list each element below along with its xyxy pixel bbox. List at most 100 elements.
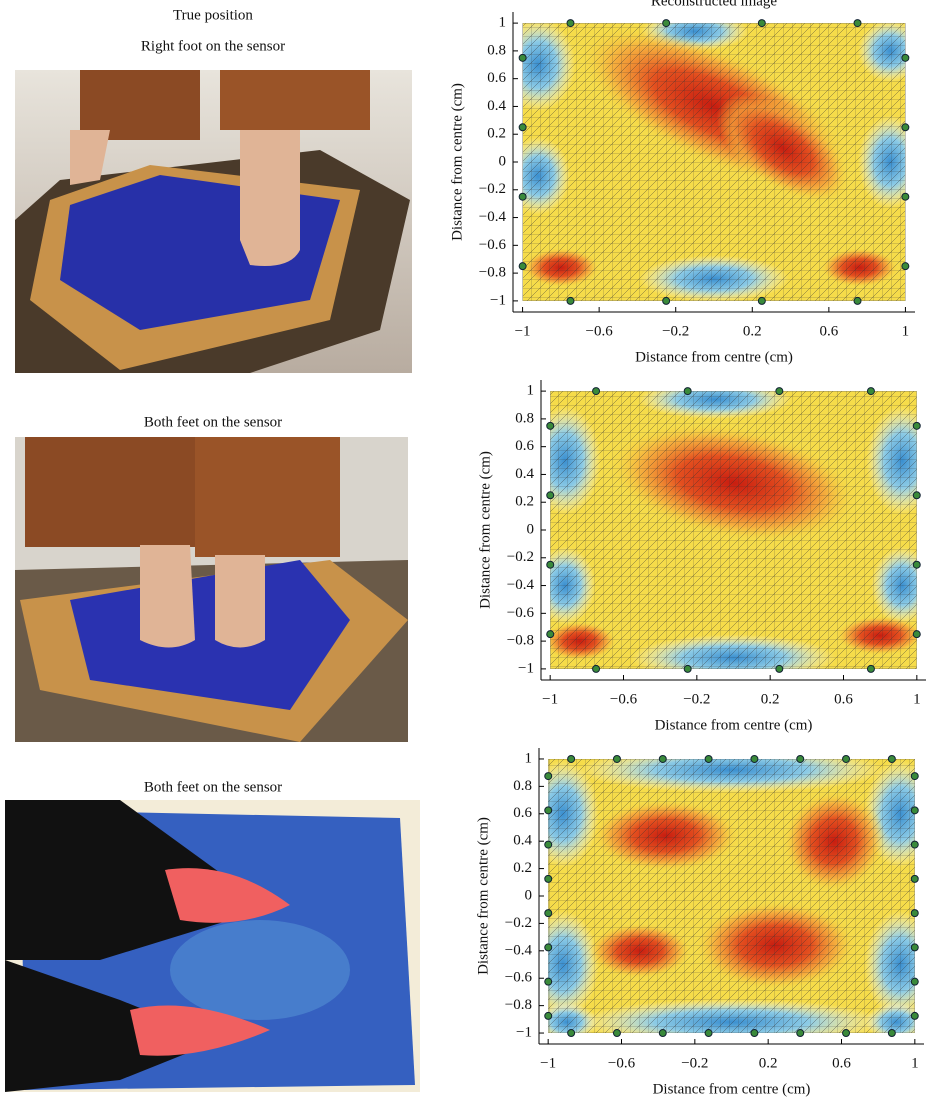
electrode — [775, 387, 784, 396]
electrode — [612, 1029, 621, 1038]
y-tick-label: −0.4 — [507, 577, 535, 593]
y-tick-label: −1 — [518, 660, 534, 676]
x-tick-label: 0.2 — [761, 691, 780, 707]
x-tick-label: 0.6 — [834, 691, 853, 707]
y-tick-label: −0.6 — [505, 970, 533, 986]
y-tick-label: −0.8 — [507, 633, 534, 649]
x-tick-label: 0.2 — [743, 323, 762, 339]
electrode — [683, 664, 692, 673]
y-tick-label: −0.2 — [479, 181, 506, 197]
x-tick-label: −1 — [540, 1055, 556, 1071]
electrode — [912, 560, 921, 569]
electrode — [775, 664, 784, 673]
electrode — [750, 754, 759, 763]
mesh — [550, 391, 917, 669]
x-axis-label: Distance from centre (cm) — [655, 717, 813, 733]
y-tick-label: 0.8 — [487, 42, 506, 58]
reconstruction — [550, 391, 917, 669]
electrode — [544, 874, 553, 883]
x-tick-label: −0.6 — [608, 1055, 636, 1071]
electrode — [910, 806, 919, 815]
electrode — [910, 874, 919, 883]
electrode — [704, 754, 713, 763]
electrode — [592, 664, 601, 673]
electrode — [887, 754, 896, 763]
photo — [15, 70, 412, 373]
electrode — [544, 772, 553, 781]
electrode — [518, 53, 527, 62]
y-tick-label: 0.2 — [515, 494, 534, 510]
electrode — [757, 296, 766, 305]
reconstruction — [522, 23, 906, 301]
electrode — [901, 192, 910, 201]
electrode — [910, 772, 919, 781]
x-tick-label: 0.6 — [832, 1055, 851, 1071]
electrode — [544, 840, 553, 849]
electrode — [546, 560, 555, 569]
y-axis-label: Distance from centre (cm) — [475, 817, 491, 975]
electrode — [910, 943, 919, 952]
electrode — [757, 19, 766, 28]
y-tick-label: −0.6 — [507, 605, 535, 621]
electrode — [901, 53, 910, 62]
electrode — [518, 262, 527, 271]
photo-caption: Both feet on the sensor — [144, 779, 282, 795]
y-tick-label: 0 — [499, 153, 507, 169]
y-tick-label: −0.2 — [507, 549, 534, 565]
photo — [15, 437, 408, 742]
y-tick-label: 0.8 — [513, 778, 532, 794]
photo — [5, 800, 420, 1092]
y-axis-label: Distance from centre (cm) — [449, 83, 465, 241]
x-tick-label: −1 — [515, 323, 531, 339]
y-tick-label: 0.8 — [515, 410, 534, 426]
y-tick-label: −1 — [490, 292, 506, 308]
electrode — [566, 296, 575, 305]
electrode — [544, 909, 553, 918]
electrode — [683, 387, 692, 396]
y-tick-label: −0.4 — [479, 209, 507, 225]
y-tick-label: −0.6 — [479, 237, 507, 253]
y-tick-label: 0.4 — [513, 833, 532, 849]
x-tick-label: 1 — [913, 691, 921, 707]
photo-caption: Both feet on the sensor — [144, 414, 282, 430]
y-tick-label: 0 — [527, 521, 535, 537]
y-tick-label: 0.6 — [515, 438, 534, 454]
electrode — [866, 664, 875, 673]
y-tick-label: 0.6 — [487, 70, 506, 86]
electrode — [658, 754, 667, 763]
mesh — [522, 23, 906, 301]
y-tick-label: −1 — [516, 1024, 532, 1040]
electrode — [912, 421, 921, 430]
electrode — [901, 123, 910, 132]
electrode — [910, 1011, 919, 1020]
photo-caption: Right foot on the sensor — [141, 38, 285, 54]
electrode — [546, 630, 555, 639]
y-tick-label: −0.2 — [505, 915, 532, 931]
x-tick-label: 0.2 — [759, 1055, 778, 1071]
x-tick-label: −0.6 — [610, 691, 638, 707]
electrode — [518, 192, 527, 201]
y-tick-label: 0.6 — [513, 805, 532, 821]
electrode — [910, 909, 919, 918]
x-tick-label: −1 — [542, 691, 558, 707]
electrode — [796, 1029, 805, 1038]
electrode — [912, 630, 921, 639]
electrode — [842, 1029, 851, 1038]
y-tick-label: 0.2 — [487, 126, 506, 142]
y-tick-label: 0.4 — [515, 466, 534, 482]
y-tick-label: −0.4 — [505, 942, 533, 958]
electrode — [544, 806, 553, 815]
electrode — [544, 1011, 553, 1020]
electrode — [910, 977, 919, 986]
y-tick-label: 1 — [499, 15, 507, 31]
electrode — [750, 1029, 759, 1038]
electrode — [842, 754, 851, 763]
electrode — [796, 754, 805, 763]
electrode — [853, 296, 862, 305]
electrode — [704, 1029, 713, 1038]
electrode — [612, 754, 621, 763]
x-tick-label: 0.6 — [819, 323, 838, 339]
electrode — [518, 123, 527, 132]
chart-title: Reconstructed image — [651, 0, 778, 9]
